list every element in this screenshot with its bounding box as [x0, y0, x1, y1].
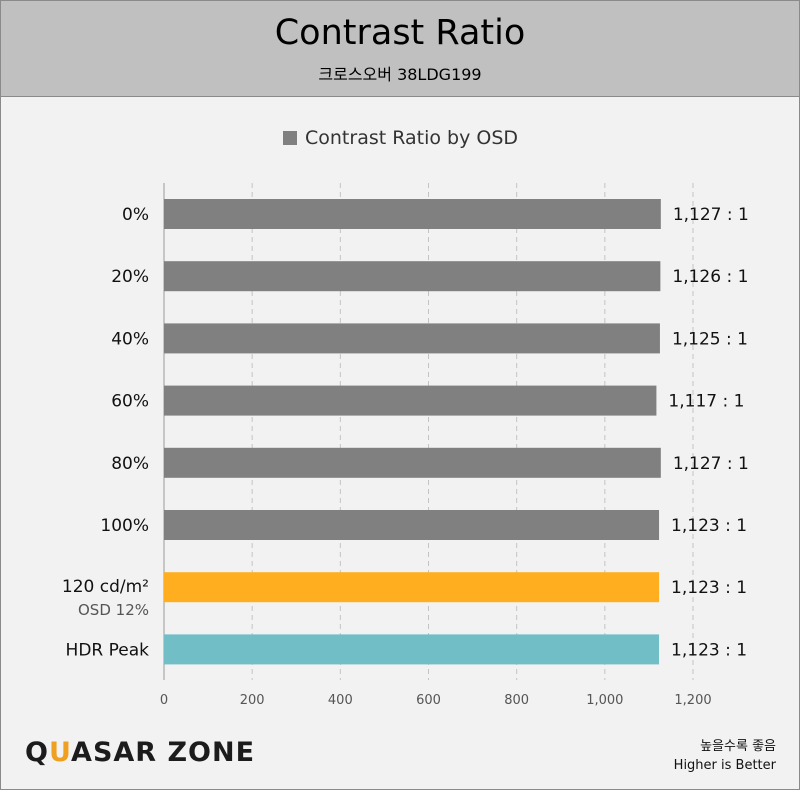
- data-label: 1,127 : 1: [673, 454, 749, 474]
- chart-legend: Contrast Ratio by OSD: [283, 127, 518, 149]
- x-tick-label: 600: [416, 693, 441, 708]
- x-tick-label: 200: [240, 693, 265, 708]
- data-label: 1,127 : 1: [673, 205, 749, 225]
- chart-header: Contrast Ratio 크로스오버 38LDG199: [1, 1, 799, 97]
- legend-swatch: [283, 131, 297, 145]
- chart-subtitle: 크로스오버 38LDG199: [318, 65, 482, 84]
- category-label: HDR Peak: [66, 640, 150, 660]
- bar: [164, 385, 657, 416]
- note-english: Higher is Better: [673, 758, 776, 773]
- category-label: 80%: [111, 454, 149, 474]
- chart-note: 높을수록 좋음 Higher is Better: [674, 737, 776, 775]
- x-tick-label: 0: [160, 693, 168, 708]
- data-label: 1,123 : 1: [671, 640, 747, 660]
- bar: [164, 323, 660, 354]
- x-tick-label: 400: [328, 693, 353, 708]
- bar: [164, 634, 660, 665]
- category-label: 120 cd/m²: [62, 577, 149, 597]
- bar: [164, 199, 661, 229]
- data-label: 1,123 : 1: [671, 578, 747, 598]
- x-tick-label: 1,200: [674, 693, 711, 708]
- category-sublabel: OSD 12%: [78, 601, 149, 619]
- x-tick-label: 1,000: [586, 693, 623, 708]
- bar: [164, 572, 660, 603]
- data-label: 1,126 : 1: [672, 267, 748, 287]
- bar: [164, 261, 661, 292]
- data-label: 1,123 : 1: [671, 516, 747, 536]
- category-label: 40%: [111, 329, 149, 349]
- chart-title: Contrast Ratio: [274, 13, 526, 53]
- note-korean: 높을수록 좋음: [700, 739, 776, 754]
- data-label: 1,125 : 1: [672, 329, 748, 349]
- data-label: 1,117 : 1: [668, 392, 744, 412]
- category-label: 100%: [100, 516, 149, 536]
- category-label: 20%: [111, 267, 149, 287]
- category-label: 60%: [111, 392, 149, 412]
- legend-label: Contrast Ratio by OSD: [305, 127, 519, 149]
- bar: [164, 447, 661, 478]
- quasarzone-logo: QUASAR ZONE: [25, 737, 256, 768]
- x-tick-label: 800: [504, 693, 529, 708]
- category-label: 0%: [122, 205, 149, 225]
- bar: [164, 510, 660, 540]
